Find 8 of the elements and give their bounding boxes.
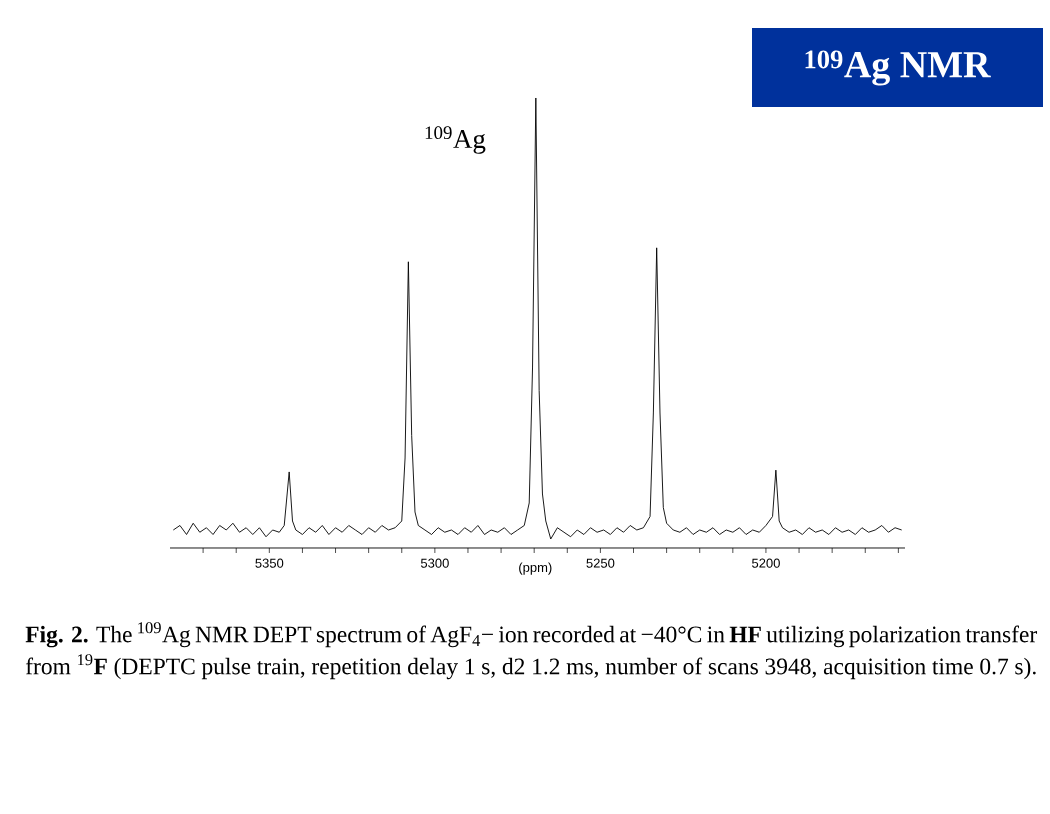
annotation: $^{109}$Ag xyxy=(425,126,486,154)
x-tick-label: 5250 xyxy=(586,558,615,568)
x-tick-label: 5300 xyxy=(420,558,449,568)
chart-title: $^{109}$Ag NMR xyxy=(805,50,991,86)
text: Fig. 2. The $^{109}$Ag NMR DEPT spectrum of AgF$_{4}$− ion recorded at −40°C in HF utilizing polarization transfer from $^{19}$F (DEPTC pulse train, repetition delay 1 s, d2 1.2 ms, number of scans 3948, acquisition time 0.7 s). xyxy=(25,622,1038,680)
x-axis-title: (ppm) xyxy=(519,562,552,575)
x-tick-label: 5200 xyxy=(752,558,780,568)
x-tick-label: 5350 xyxy=(255,558,284,568)
